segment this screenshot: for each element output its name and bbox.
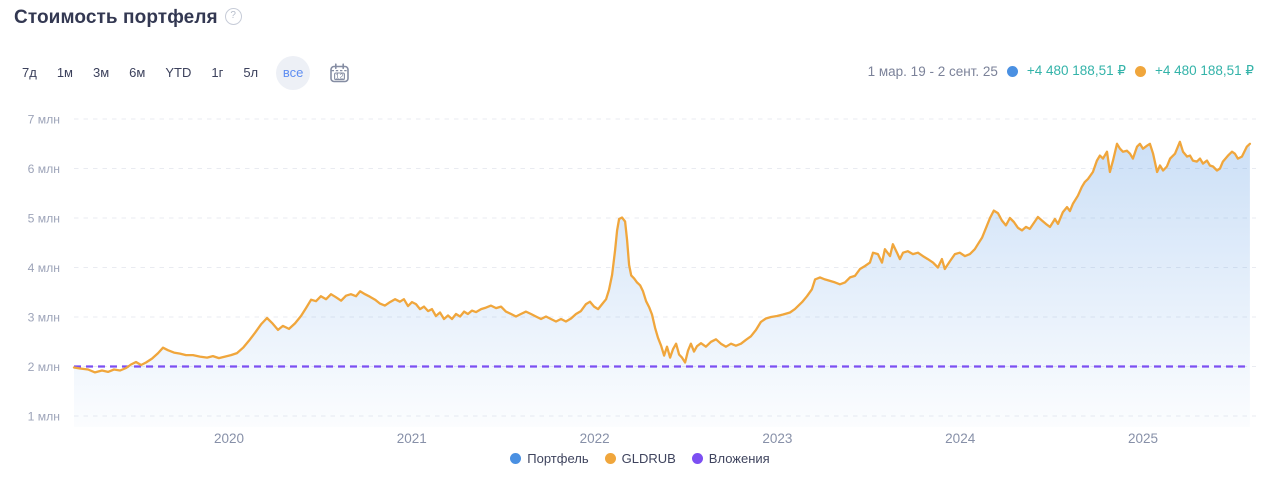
range-button-1m[interactable]: 1м — [57, 56, 73, 90]
svg-text:12: 12 — [335, 71, 343, 80]
legend-label: Портфель — [527, 451, 589, 466]
calendar-button[interactable]: 12 — [327, 61, 351, 85]
x-axis-tick-label: 2021 — [397, 431, 427, 446]
investments-legend-dot — [691, 453, 703, 464]
x-axis-tick-label: 2023 — [762, 431, 792, 446]
y-axis-tick-label: 4 млн — [28, 261, 60, 275]
range-button-3m[interactable]: 3м — [93, 56, 109, 90]
range-button-1y[interactable]: 1г — [211, 56, 223, 90]
summary-bar: 1 мар. 19 - 2 сент. 25 +4 480 188,51 ₽ +4… — [868, 63, 1254, 79]
y-axis-tick-label: 3 млн — [28, 311, 60, 325]
y-axis-tick-label: 7 млн — [28, 113, 60, 127]
header: Стоимость портфеля ? — [14, 7, 242, 29]
range-toolbar: 7д 1м 3м 6м YTD 1г 5л все 12 — [22, 56, 351, 90]
range-button-7d[interactable]: 7д — [22, 56, 37, 90]
legend-item-portfolio[interactable]: Портфель — [510, 451, 589, 466]
portfolio-area — [74, 141, 1250, 428]
range-button-5y[interactable]: 5л — [243, 56, 258, 90]
legend-item-gldrub[interactable]: GLDRUB — [604, 451, 676, 466]
portfolio-legend-dot — [510, 453, 522, 464]
calendar-icon: 12 — [329, 62, 349, 82]
help-icon[interactable]: ? — [224, 8, 242, 25]
portfolio-dot — [1006, 65, 1018, 77]
range-button-ytd[interactable]: YTD — [165, 56, 191, 90]
y-axis-tick-label: 1 млн — [28, 410, 60, 424]
gldrub-dot — [1134, 65, 1146, 77]
portfolio-gain-value: +4 480 188,51 ₽ — [1026, 63, 1126, 78]
gldrub-legend-dot — [604, 453, 616, 464]
y-axis-tick-label: 2 млн — [28, 360, 60, 374]
gldrub-gain-value: +4 480 188,51 ₽ — [1154, 63, 1254, 78]
date-range: 1 мар. 19 - 2 сент. 25 — [867, 63, 998, 79]
x-axis-tick-label: 2024 — [945, 431, 976, 446]
page-title: Стоимость портфеля — [14, 7, 218, 28]
gldrub-line — [72, 140, 1252, 374]
x-axis-tick-label: 2020 — [214, 431, 244, 446]
chart-legend: Портфель GLDRUB Вложения — [0, 451, 1280, 466]
range-buttons: 7д 1м 3м 6м YTD 1г 5л все — [22, 56, 318, 90]
x-axis-tick-label: 2025 — [1128, 431, 1158, 446]
y-axis-tick-label: 5 млн — [28, 212, 60, 226]
y-axis-tick-label: 6 млн — [28, 162, 60, 176]
range-button-all[interactable]: все — [276, 56, 311, 90]
legend-label: GLDRUB — [621, 451, 676, 466]
legend-item-investments[interactable]: Вложения — [691, 451, 770, 466]
legend-label: Вложения — [708, 451, 770, 466]
x-axis-tick-label: 2022 — [580, 431, 610, 446]
range-button-6m[interactable]: 6м — [129, 56, 145, 90]
